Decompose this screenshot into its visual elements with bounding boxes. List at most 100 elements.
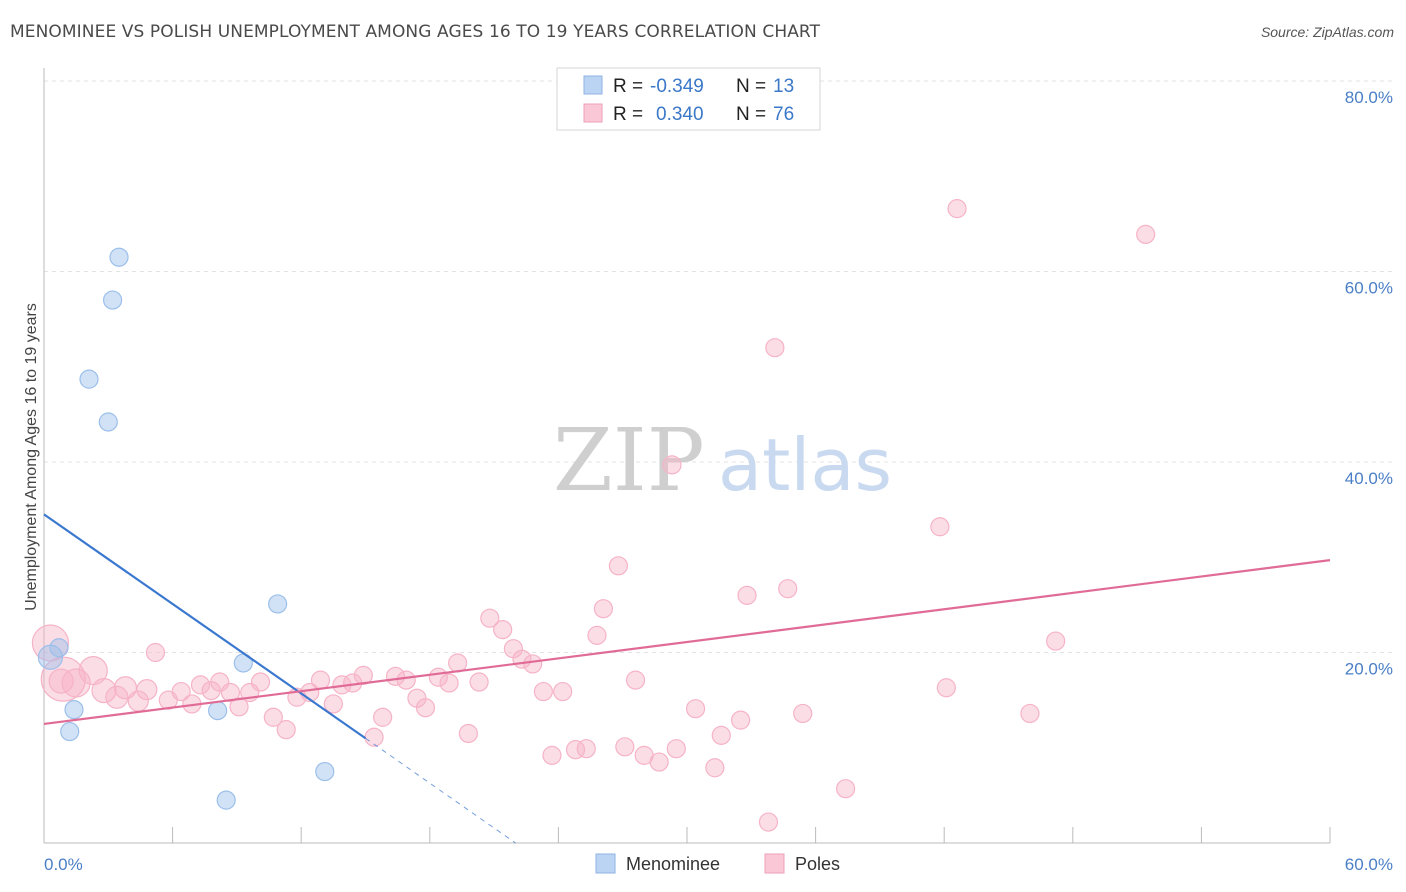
point-poles-45 [533,681,553,702]
stats-r-value-poles: 0.340 [656,104,704,125]
point-poles-32 [396,670,416,690]
point-poles-38 [458,723,478,744]
point-poles-17 [229,697,249,717]
point-menominee-5 [98,412,118,432]
stats-n-value-menominee: 13 [773,76,794,97]
point-poles-34 [415,698,436,718]
y-tick-label-60: 60.0% [1345,279,1393,298]
x-tick-label-min: 0.0% [44,855,83,874]
trend-lines [43,513,1331,844]
point-poles-51 [593,599,614,619]
x-tick-label-max: 60.0% [1345,855,1393,874]
point-poles-29 [364,727,384,747]
point-poles-52 [608,556,629,576]
point-poles-40 [480,608,500,628]
point-poles-24 [310,670,331,690]
point-poles-41 [493,620,513,640]
point-poles-70 [936,678,956,698]
axes [43,68,1331,844]
point-poles-67 [793,703,813,724]
point-menominee-9 [216,790,236,810]
watermark-zip: ZIP [553,411,705,511]
point-poles-58 [666,739,686,759]
point-menominee-12 [315,761,335,782]
point-menominee-11 [268,594,288,614]
y-tick-label-80: 80.0% [1345,88,1393,107]
point-poles-13 [190,675,211,695]
trend-menominee-extension [365,737,516,844]
series-legend: Menominee Poles [595,853,840,874]
point-poles-64 [758,812,779,832]
point-poles-75 [48,668,74,694]
y-axis-label: Unemployment Among Ages 16 to 19 years [23,303,40,611]
point-poles-48 [565,740,586,760]
y-tick-label-20: 20.0% [1345,660,1393,679]
chart-source: Source: ZipAtlas.com [1260,24,1394,40]
stats-legend: R = -0.349 N = 13 R = 0.340 N = 76 [556,67,821,131]
point-poles-57 [662,455,682,475]
stats-n-label-poles: N = [736,104,766,125]
point-poles-68 [836,779,856,799]
point-poles-11 [171,681,191,702]
point-poles-6 [113,676,138,700]
point-poles-66 [778,579,798,599]
point-menominee-8 [208,701,228,721]
point-poles-4 [91,677,117,704]
point-poles-61 [711,725,731,745]
legend-menominee-swatch [595,853,616,874]
stats-r-label-menominee: R = [613,76,643,97]
point-poles-30 [373,707,393,727]
grid [44,80,1393,653]
point-poles-20 [263,707,283,727]
point-menominee-4 [79,369,99,389]
point-poles-65 [765,338,785,358]
point-poles-54 [625,670,646,690]
trend-menominee [43,513,367,740]
stats-r-label-poles: R = [613,104,643,125]
point-poles-16 [220,682,241,703]
point-poles-72 [1020,703,1040,724]
point-menominee-2 [64,700,84,720]
point-poles-19 [250,672,271,692]
point-menominee-7 [109,247,129,267]
series-poles-points [31,199,1156,832]
y-tick-label-40: 40.0% [1345,469,1393,488]
point-poles-63 [737,585,757,605]
point-poles-5 [105,685,129,709]
point-poles-1 [40,656,86,702]
point-menominee-3 [60,721,80,742]
point-poles-71 [947,199,967,219]
point-poles-46 [542,745,562,765]
y-tick-labels: 20.0% 40.0% 60.0% 80.0% [1345,88,1393,679]
point-poles-53 [615,737,635,757]
point-poles-59 [685,699,706,719]
stats-r-value-menominee: -0.349 [650,76,704,97]
point-poles-25 [323,694,343,714]
menominee-swatch [583,75,603,95]
point-poles-36 [439,673,459,693]
legend-poles-swatch [764,853,785,874]
point-poles-9 [145,642,166,663]
point-poles-62 [730,710,751,730]
point-poles-74 [1136,224,1156,244]
point-poles-44 [523,654,543,674]
point-menominee-1 [49,638,69,658]
point-poles-37 [448,653,468,673]
point-poles-60 [705,758,725,778]
poles-swatch [583,103,603,123]
point-poles-8 [136,679,158,701]
stats-n-value-poles: 76 [773,104,794,125]
legend-poles-label: Poles [795,854,840,874]
point-poles-69 [930,517,950,537]
legend-menominee-label: Menominee [626,854,720,874]
series-menominee-points [37,247,335,810]
point-poles-49 [576,739,596,759]
point-poles-73 [1046,631,1066,651]
point-poles-47 [553,681,573,702]
watermark: ZIP atlas [553,411,892,511]
trend-poles [43,559,1331,726]
point-menominee-6 [102,290,123,310]
point-poles-21 [276,720,296,740]
point-poles-39 [469,672,489,692]
